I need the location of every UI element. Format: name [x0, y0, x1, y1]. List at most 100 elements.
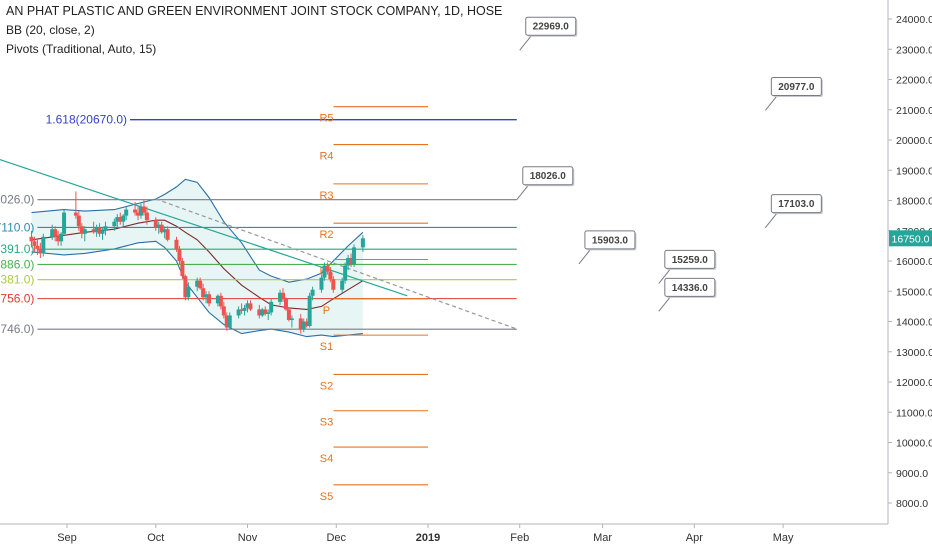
fib-level-label-1: 0.236(14756.0)	[0, 292, 34, 306]
callout-label: 22969.0	[533, 22, 570, 33]
callout-label: 15259.0	[672, 255, 709, 266]
pivot-label-s4: S4	[320, 453, 333, 465]
price-tick-label: 24000.0	[896, 14, 932, 26]
price-tick-label: 21000.0	[896, 105, 932, 117]
candle-body-48	[227, 315, 232, 328]
candle-body-54	[257, 309, 262, 316]
candle-body-50	[239, 309, 244, 311]
price-callout-3[interactable]: 17103.0	[764, 194, 823, 228]
candle-body-20	[115, 217, 120, 222]
last-price-label: 16750.0	[892, 233, 930, 245]
candle-body-42	[204, 294, 209, 298]
bb-indicator-label[interactable]: BB (20, close, 2)	[6, 23, 95, 37]
candle-body-73	[331, 279, 336, 290]
candle-body-79	[360, 238, 365, 248]
candle-body-21	[118, 217, 123, 222]
candlestick-series	[29, 191, 365, 334]
candle-body-6	[53, 229, 58, 237]
time-tick-label-mar: Mar	[593, 532, 612, 544]
callout-box	[525, 16, 577, 36]
candle-body-58	[269, 301, 274, 313]
price-callout-5[interactable]: 15259.0	[658, 249, 717, 284]
time-tick-label-oct: Oct	[147, 532, 164, 544]
candle-body-24	[133, 209, 138, 213]
candle-body-10	[73, 212, 78, 216]
candle-body-8	[59, 233, 64, 242]
callout-box	[584, 230, 636, 250]
price-tick-label: 23000.0	[896, 44, 932, 56]
callout-box	[770, 194, 822, 214]
pivot-label-r4: R4	[319, 151, 333, 163]
candle-body-13	[82, 229, 87, 234]
time-tick-label-feb: Feb	[510, 532, 529, 544]
fibonacci-retracement: 0(13746.0) 0.236(14756.0) 0.382(15381.0) 0.…	[0, 113, 517, 336]
candle-body-35	[177, 248, 182, 261]
price-tick-label: 20000.0	[896, 135, 932, 147]
callout-label: 14336.0	[672, 283, 709, 294]
price-tick-label: 18000.0	[896, 196, 932, 208]
bollinger-upper-line	[31, 178, 364, 283]
candle-body-71	[325, 265, 330, 272]
candle-body-29	[153, 220, 158, 228]
pivot-points: R5R4R3R2R1PS1S2S3S4S5	[319, 106, 428, 503]
candle-body-3	[38, 248, 43, 254]
fib-level-label-2: 0.382(15381.0)	[0, 273, 34, 287]
price-tick-label: 11000.0	[896, 407, 932, 419]
callout-box	[664, 277, 716, 297]
candle-body-61	[283, 298, 288, 310]
trendline-dashed-1	[155, 198, 517, 330]
fib-level-label-7: 1.618(20670.0)	[46, 113, 127, 127]
candle-body-69	[319, 277, 324, 290]
candle-body-44	[215, 295, 220, 304]
candle-body-70	[322, 265, 327, 278]
candle-body-9	[62, 212, 67, 234]
candle-body-76	[346, 257, 351, 266]
candle-body-66	[304, 321, 309, 327]
candle-body-18	[103, 226, 108, 231]
price-callout-0[interactable]: 22969.0	[519, 16, 578, 51]
candle-body-14	[91, 229, 96, 233]
price-tick-label: 8000.0	[896, 498, 928, 510]
callout-pointer	[578, 248, 592, 265]
callout-box	[522, 166, 574, 186]
time-tick-label-apr: Apr	[686, 532, 703, 544]
time-tick-label-may: May	[773, 532, 794, 544]
candle-body-37	[183, 276, 188, 298]
candle-body-17	[100, 230, 105, 234]
fib-level-label-6: 1(18026.0)	[0, 193, 34, 207]
price-callout-6[interactable]: 14336.0	[658, 277, 717, 312]
price-callout-2[interactable]: 18026.0	[516, 166, 575, 201]
candle-body-64	[298, 318, 303, 330]
candle-body-43	[207, 294, 212, 304]
candle-body-41	[201, 288, 206, 298]
candle-body-16	[97, 227, 102, 234]
price-tick-label: 13000.0	[896, 347, 932, 359]
fib-level-label-5: 0.786(17110.0)	[0, 220, 34, 234]
candle-body-77	[349, 257, 354, 265]
candle-body-4	[41, 236, 46, 254]
bollinger-lower-line	[31, 240, 363, 338]
candle-body-1	[32, 241, 37, 246]
candle-body-23	[124, 209, 129, 216]
candle-body-39	[195, 280, 200, 287]
callout-pointer	[764, 95, 778, 111]
callout-box	[770, 76, 822, 96]
candle-body-68	[310, 289, 315, 296]
candle-body-7	[56, 236, 61, 242]
pivots-indicator-label[interactable]: Pivots (Traditional, Auto, 15)	[6, 42, 157, 56]
candle-body-57	[266, 312, 271, 314]
candle-body-59	[278, 292, 283, 302]
candle-body-15	[94, 227, 99, 233]
candle-body-5	[50, 229, 55, 237]
candle-body-65	[301, 321, 306, 330]
time-tick-label-nov: Nov	[238, 532, 258, 544]
candle-body-36	[180, 261, 185, 277]
price-callout-1[interactable]: 20977.0	[764, 76, 823, 111]
candle-body-34	[174, 239, 179, 249]
callout-label: 17103.0	[778, 199, 815, 210]
pivot-label-r5: R5	[319, 113, 333, 125]
price-callout-4[interactable]: 15903.0	[578, 230, 637, 265]
price-tick-label: 22000.0	[896, 75, 932, 87]
candle-body-60	[281, 292, 286, 299]
